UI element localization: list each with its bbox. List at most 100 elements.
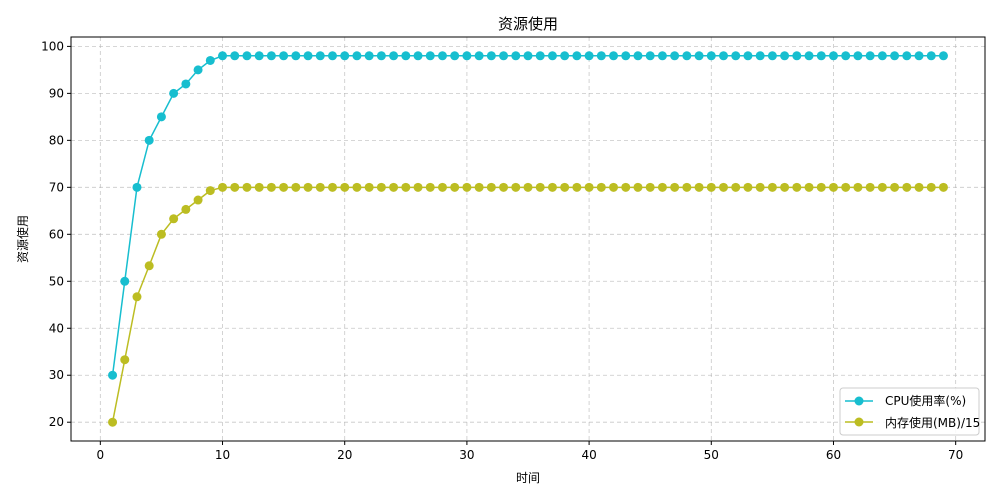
data-point-cpu (877, 51, 887, 61)
x-tick-label: 0 (97, 448, 105, 462)
data-point-memory (511, 182, 521, 192)
data-point-cpu (523, 51, 533, 61)
data-point-memory (719, 182, 729, 192)
data-point-memory (792, 182, 802, 192)
data-point-cpu (156, 112, 166, 122)
data-point-cpu (401, 51, 411, 61)
plot-frame (70, 36, 986, 442)
y-tick-label: 100 (41, 39, 64, 53)
data-point-memory (767, 182, 777, 192)
data-point-cpu (181, 79, 191, 89)
data-point-memory (645, 182, 655, 192)
data-point-cpu (743, 51, 753, 61)
series-group (108, 51, 948, 427)
data-point-memory (266, 182, 276, 192)
data-point-cpu (437, 51, 447, 61)
y-tick-label: 70 (49, 180, 64, 194)
data-point-memory (547, 182, 557, 192)
data-point-cpu (474, 51, 484, 61)
data-point-memory (670, 182, 680, 192)
data-point-memory (108, 417, 118, 427)
series-cpu (108, 51, 948, 380)
legend-label-memory: 内存使用(MB)/15 (885, 415, 980, 430)
data-point-cpu (584, 51, 594, 61)
series-line-memory (111, 186, 944, 423)
data-point-cpu (499, 51, 509, 61)
data-point-memory (181, 204, 191, 214)
legend-box (839, 387, 980, 436)
legend-marker-memory (854, 417, 864, 427)
data-point-memory (450, 182, 460, 192)
series-line-cpu (111, 55, 944, 376)
data-point-cpu (938, 51, 948, 61)
data-point-cpu (645, 51, 655, 61)
x-tick-label: 70 (948, 448, 963, 462)
data-point-cpu (804, 51, 814, 61)
data-point-memory (315, 182, 325, 192)
legend-marker-cpu (854, 396, 864, 406)
x-axis-label: 时间 (516, 471, 540, 485)
data-point-cpu (609, 51, 619, 61)
data-point-cpu (108, 370, 118, 380)
data-point-cpu (376, 51, 386, 61)
data-point-memory (352, 182, 362, 192)
data-point-memory (572, 182, 582, 192)
data-point-memory (523, 182, 533, 192)
data-point-memory (462, 182, 472, 192)
data-point-memory (621, 182, 631, 192)
data-point-cpu (120, 276, 130, 286)
data-point-memory (486, 182, 496, 192)
data-point-cpu (547, 51, 557, 61)
data-point-cpu (719, 51, 729, 61)
x-tick-label: 10 (215, 448, 230, 462)
y-tick-label: 80 (49, 133, 64, 147)
data-point-cpu (572, 51, 582, 61)
data-point-memory (841, 182, 851, 192)
data-point-cpu (767, 51, 777, 61)
y-tick-label: 90 (49, 86, 64, 100)
data-point-cpu (254, 51, 264, 61)
data-point-memory (193, 195, 203, 205)
data-point-cpu (694, 51, 704, 61)
data-point-memory (327, 182, 337, 192)
data-point-memory (499, 182, 509, 192)
data-point-cpu (193, 65, 203, 75)
data-point-memory (401, 182, 411, 192)
data-point-memory (731, 182, 741, 192)
x-tick-label: 20 (337, 448, 352, 462)
data-point-cpu (462, 51, 472, 61)
data-point-memory (474, 182, 484, 192)
data-point-cpu (291, 51, 301, 61)
y-axis-label: 资源使用 (15, 215, 30, 263)
data-point-memory (205, 186, 215, 196)
data-point-cpu (890, 51, 900, 61)
data-point-cpu (132, 182, 142, 192)
data-point-cpu (364, 51, 374, 61)
data-point-memory (340, 182, 350, 192)
legend-label-cpu: CPU使用率(%) (885, 393, 966, 408)
data-point-memory (413, 182, 423, 192)
data-point-cpu (780, 51, 790, 61)
data-point-cpu (755, 51, 765, 61)
data-point-memory (877, 182, 887, 192)
data-point-cpu (389, 51, 399, 61)
data-point-cpu (450, 51, 460, 61)
data-point-memory (218, 182, 228, 192)
x-tick-label: 60 (826, 448, 841, 462)
data-point-cpu (657, 51, 667, 61)
data-point-cpu (731, 51, 741, 61)
y-tick-label: 60 (49, 227, 64, 241)
data-point-memory (303, 182, 313, 192)
data-point-cpu (511, 51, 521, 61)
data-point-memory (902, 182, 912, 192)
data-point-memory (132, 292, 142, 302)
data-point-cpu (865, 51, 875, 61)
data-point-cpu (218, 51, 228, 61)
data-point-memory (633, 182, 643, 192)
data-point-cpu (596, 51, 606, 61)
data-point-memory (914, 182, 924, 192)
data-point-memory (609, 182, 619, 192)
y-tick-label: 40 (49, 321, 64, 335)
data-point-cpu (279, 51, 289, 61)
data-point-memory (376, 182, 386, 192)
